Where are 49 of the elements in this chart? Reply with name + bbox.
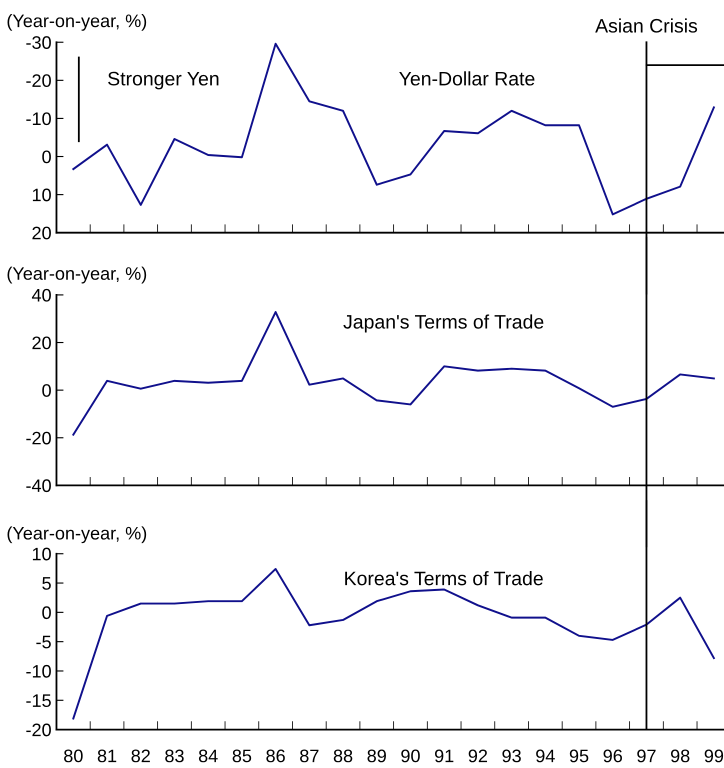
x-tick-label: 97 [637, 750, 656, 762]
x-tick-label: 84 [198, 750, 218, 762]
x-tick-label: 95 [570, 750, 588, 762]
x-tick-label: 81 [98, 750, 116, 762]
y-tick-label: 20 [32, 226, 51, 240]
x-tick-label: 89 [367, 750, 386, 762]
y-axis-title: (Year-on-year, %) [8, 266, 146, 284]
x-tick-label: 92 [468, 750, 488, 762]
x-tick-label: 99 [704, 750, 724, 762]
line-series [72, 311, 715, 436]
ref-line-label: Asian Crisis [595, 18, 698, 33]
x-tick-label: 88 [334, 750, 352, 762]
y-tick-label: 40 [32, 288, 51, 302]
x-tick-label: 86 [266, 750, 285, 762]
y-axis-title: (Year-on-year, %) [8, 526, 146, 544]
x-tick-label: 82 [132, 750, 150, 762]
x-tick-label: 98 [670, 750, 690, 762]
y-tick-label: 0 [42, 384, 51, 397]
line-series [72, 568, 715, 720]
y-tick-label: 10 [32, 188, 51, 202]
y-tick-label: 0 [42, 150, 51, 164]
x-tick-label: 93 [502, 750, 521, 762]
x-tick-label: 91 [434, 750, 454, 762]
text: Japan's Terms of Trade [343, 314, 544, 333]
y-tick-label: 0 [42, 606, 51, 620]
x-tick-label: 90 [401, 750, 420, 762]
y-tick-label: -10 [26, 664, 51, 678]
y-axis-title: (Year-on-year, %) [8, 14, 146, 31]
x-tick-label: 80 [64, 750, 83, 762]
y-tick-label: -20 [26, 74, 51, 88]
y-tick-label: 10 [32, 548, 51, 560]
text: Korea's Terms of Trade [345, 571, 543, 586]
y-tick-label: -15 [26, 694, 51, 708]
x-tick-label: 85 [232, 750, 252, 762]
x-tick-label: 96 [604, 750, 622, 762]
y-tick-label: -10 [26, 112, 51, 126]
x-tick-label: 83 [165, 750, 184, 762]
annotation: Stronger Yen [108, 72, 218, 90]
x-tick-label: 87 [300, 750, 318, 762]
y-tick-label: -20 [26, 432, 51, 444]
x-tick-label: 94 [536, 750, 555, 762]
line-series [72, 42, 715, 216]
y-tick-label: -40 [26, 479, 51, 492]
y-tick-label: -30 [26, 36, 51, 49]
y-tick-label: -5 [36, 636, 51, 648]
text: Yen-Dollar Rate [399, 71, 534, 86]
y-tick-label: -20 [26, 724, 51, 736]
y-tick-label: 5 [42, 577, 51, 590]
y-tick-label: 20 [32, 336, 51, 350]
